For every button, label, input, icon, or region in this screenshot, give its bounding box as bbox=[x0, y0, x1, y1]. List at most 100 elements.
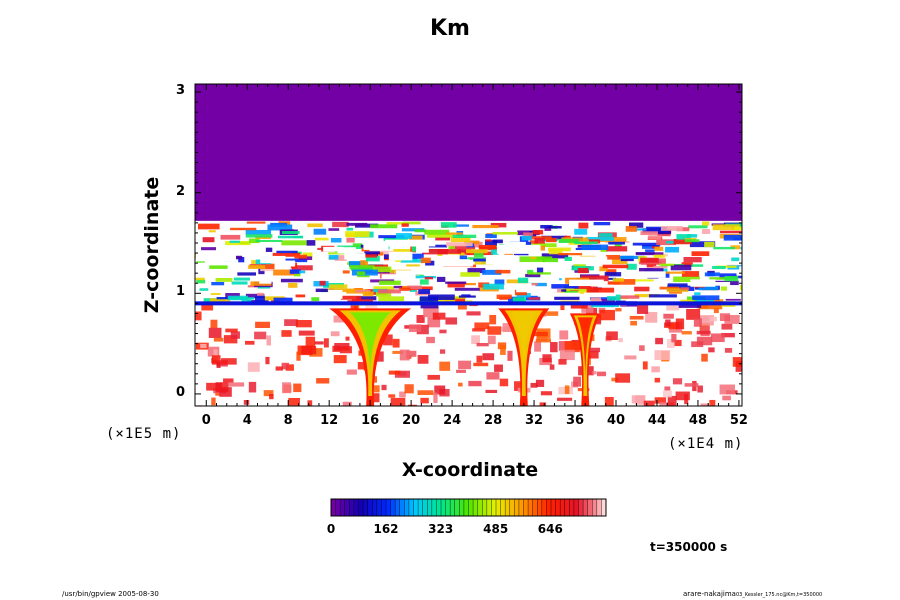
turbulent-streak bbox=[535, 281, 547, 287]
turbulent-streak bbox=[446, 232, 463, 235]
turbulent-streak bbox=[491, 249, 499, 255]
turbulent-streak bbox=[248, 238, 260, 244]
turbulent-streak bbox=[607, 294, 621, 301]
turbulent-streak bbox=[665, 246, 680, 253]
lower-patch bbox=[416, 324, 429, 335]
lower-patch bbox=[228, 382, 245, 387]
lower-patch bbox=[392, 350, 404, 354]
colorbar-swatch bbox=[372, 499, 378, 516]
turbulent-streak bbox=[334, 255, 347, 261]
turbulent-streak bbox=[634, 286, 650, 292]
turbulent-streak bbox=[669, 291, 683, 294]
lower-patch bbox=[530, 382, 538, 388]
turbulent-streak bbox=[608, 241, 625, 245]
lower-patch bbox=[719, 384, 735, 395]
turbulent-streak bbox=[276, 250, 298, 254]
turbulent-streak bbox=[570, 291, 591, 294]
turbulent-streak bbox=[712, 224, 740, 231]
turbulent-streak bbox=[574, 228, 588, 235]
turbulent-streak bbox=[558, 238, 579, 243]
colorbar-swatch bbox=[468, 499, 474, 516]
lower-patch bbox=[611, 377, 619, 382]
lower-patch bbox=[654, 350, 671, 360]
turbulent-streak bbox=[332, 221, 349, 228]
x-scale-label: (×1E4 m) bbox=[668, 436, 744, 452]
colorbar-swatch bbox=[500, 499, 506, 516]
lower-patch bbox=[606, 331, 618, 341]
turbulent-streak bbox=[529, 240, 539, 245]
lower-patch bbox=[211, 397, 216, 406]
turbulent-streak bbox=[586, 236, 614, 241]
turbulent-gap bbox=[628, 245, 643, 250]
lower-patch bbox=[564, 385, 570, 394]
lower-patch bbox=[709, 399, 716, 406]
turbulent-streak bbox=[653, 254, 665, 258]
lower-patch bbox=[439, 361, 451, 371]
y-scale-label: (×1E5 m) bbox=[106, 426, 182, 442]
turbulent-streak bbox=[450, 245, 476, 250]
turbulent-streak bbox=[607, 277, 617, 280]
turbulent-gap bbox=[395, 270, 441, 275]
lower-patch bbox=[696, 330, 711, 335]
lower-patch bbox=[293, 383, 302, 393]
turbulent-streak bbox=[195, 277, 205, 281]
lower-patch bbox=[637, 405, 647, 406]
turbulent-streak bbox=[681, 271, 700, 277]
lower-patch bbox=[333, 315, 346, 323]
turbulent-streak bbox=[554, 294, 580, 300]
turbulent-streak bbox=[210, 291, 221, 295]
turbulent-streak bbox=[329, 284, 348, 289]
turbulent-streak bbox=[365, 256, 380, 262]
turbulent-streak bbox=[237, 272, 257, 276]
turbulent-streak bbox=[635, 228, 647, 231]
lower-patch bbox=[666, 304, 680, 311]
colorbar-swatch bbox=[381, 499, 387, 516]
lower-patch bbox=[333, 355, 347, 364]
lower-patch bbox=[225, 328, 238, 333]
lower-patch bbox=[529, 405, 543, 406]
turbulent-streak bbox=[255, 239, 283, 243]
lower-patch bbox=[724, 347, 733, 353]
turbulent-streak bbox=[452, 234, 477, 238]
lower-patch bbox=[721, 323, 733, 330]
turbulent-streak bbox=[460, 272, 480, 277]
lower-patch bbox=[323, 338, 329, 348]
lower-patch bbox=[487, 335, 496, 345]
turbulent-streak bbox=[466, 249, 488, 254]
x-tick-label: 16 bbox=[361, 413, 380, 428]
colorbar-swatch bbox=[463, 499, 469, 516]
turbulent-streak bbox=[667, 283, 693, 287]
turbulent-gap bbox=[300, 273, 323, 279]
colorbar-swatch bbox=[399, 499, 405, 516]
turbulent-streak bbox=[315, 288, 334, 293]
turbulent-streak bbox=[653, 265, 668, 269]
turbulent-streak bbox=[215, 278, 233, 282]
turbulent-streak bbox=[633, 279, 654, 282]
turbulent-streak bbox=[532, 229, 544, 235]
lower-patch bbox=[673, 339, 682, 347]
turbulent-streak bbox=[701, 229, 711, 234]
turbulent-streak bbox=[346, 227, 354, 231]
colorbar-swatch bbox=[390, 499, 396, 516]
lower-patch bbox=[265, 356, 270, 365]
colorbar-swatch bbox=[514, 499, 520, 516]
lower-patch bbox=[543, 311, 559, 316]
turbulent-streak bbox=[406, 264, 420, 267]
turbulent-gap bbox=[442, 254, 460, 264]
turbulent-streak bbox=[731, 257, 740, 262]
lower-patch bbox=[376, 351, 384, 362]
turbulent-streak bbox=[260, 263, 275, 270]
lower-patch bbox=[559, 349, 575, 361]
turbulent-streak bbox=[599, 266, 608, 272]
lower-patch bbox=[700, 403, 711, 406]
colorbar-swatch bbox=[422, 499, 428, 516]
turbulent-streak bbox=[673, 238, 692, 245]
y-axis-label: Z-coordinate bbox=[141, 176, 163, 314]
turbulent-streak bbox=[548, 226, 562, 229]
turbulent-streak bbox=[281, 240, 308, 246]
lower-patch bbox=[263, 390, 274, 397]
lower-patch bbox=[494, 364, 503, 372]
turbulent-gap bbox=[504, 241, 526, 251]
lower-patch bbox=[457, 303, 467, 310]
turbulent-streak bbox=[209, 265, 228, 269]
